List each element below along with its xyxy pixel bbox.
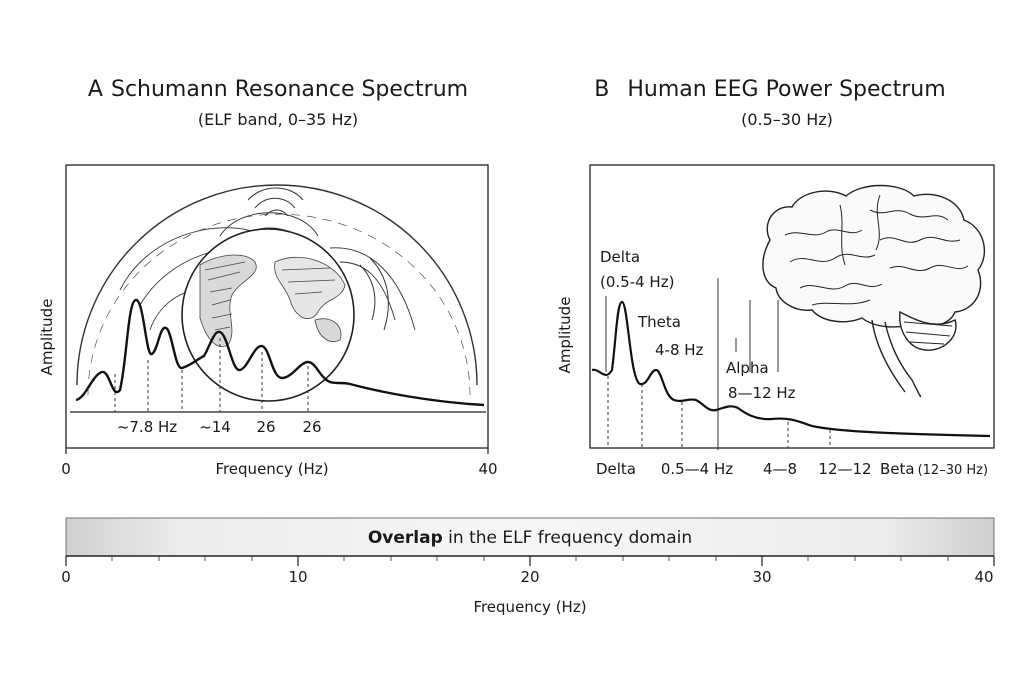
overlap-axis-ticks: [65, 556, 995, 566]
panel-b-title: B Human EEG Power Spectrum: [594, 77, 945, 102]
panel-a-subtitle: (ELF band, 0–35 Hz): [198, 110, 358, 129]
peak-label-3: 26: [256, 418, 275, 436]
panel-a: A Schumann Resonance Spectrum (ELF band, …: [38, 77, 498, 478]
brain-icon: [762, 184, 986, 398]
overlap-tick-30: 30: [752, 568, 771, 586]
overlap-tick-40: 40: [974, 568, 993, 586]
overlap-label: Overlap in the ELF frequency domain: [368, 528, 692, 548]
band-alpha-range: 8—12 Hz: [728, 384, 796, 402]
panel-a-x-ticks: [65, 448, 489, 454]
panel-a-peak-guides: [114, 338, 309, 412]
overlap-band-bar: [65, 517, 995, 557]
band-theta-name: Theta: [637, 313, 681, 331]
overlap-xlabel: Frequency (Hz): [473, 598, 586, 616]
overlap-band: Overlap in the ELF frequency domain 0 10…: [61, 517, 995, 616]
peak-label-2: ~14: [199, 418, 231, 436]
panel-b-xlabel-alpha: 12—12: [818, 460, 871, 478]
panel-b-xlabel-delta: Delta: [596, 460, 636, 478]
band-theta-range: 4-8 Hz: [655, 341, 704, 359]
band-alpha-name: Alpha: [726, 359, 769, 377]
panel-a-ylabel: Amplitude: [38, 299, 56, 376]
overlap-tick-20: 20: [520, 568, 539, 586]
panel-a-frame: [65, 164, 489, 449]
peak-label-4: 26: [302, 418, 321, 436]
panel-b: B Human EEG Power Spectrum (0.5–30 Hz) Am…: [556, 77, 995, 478]
panel-a-title: A Schumann Resonance Spectrum: [88, 77, 468, 102]
panel-b-xlabel-beta: Beta (12–30 Hz): [880, 460, 988, 478]
panel-b-xlabel-delta-range: 0.5—4 Hz: [661, 460, 733, 478]
panel-b-xlabel-theta: 4—8: [763, 460, 797, 478]
panel-b-annotation-lines: [605, 278, 779, 450]
globe-icon: [181, 228, 355, 402]
panel-a-tick-40: 40: [478, 460, 497, 478]
peak-label-1: ~7.8 Hz: [117, 418, 177, 436]
band-delta-range: (0.5-4 Hz): [600, 273, 674, 291]
panel-a-xlabel: Frequency (Hz): [215, 460, 328, 478]
panel-b-subtitle: (0.5–30 Hz): [741, 110, 833, 129]
schumann-spectrum-curve: [75, 298, 485, 407]
panel-b-guides: [607, 376, 831, 448]
panel-b-ylabel: Amplitude: [556, 297, 574, 374]
overlap-tick-10: 10: [288, 568, 307, 586]
eeg-spectrum-curve: [591, 300, 991, 438]
band-delta-name: Delta: [600, 248, 640, 266]
overlap-axis-minor-ticks: [111, 556, 949, 561]
panel-b-frame: [589, 164, 995, 449]
panel-a-tick-0: 0: [61, 460, 71, 478]
overlap-tick-0: 0: [61, 568, 71, 586]
